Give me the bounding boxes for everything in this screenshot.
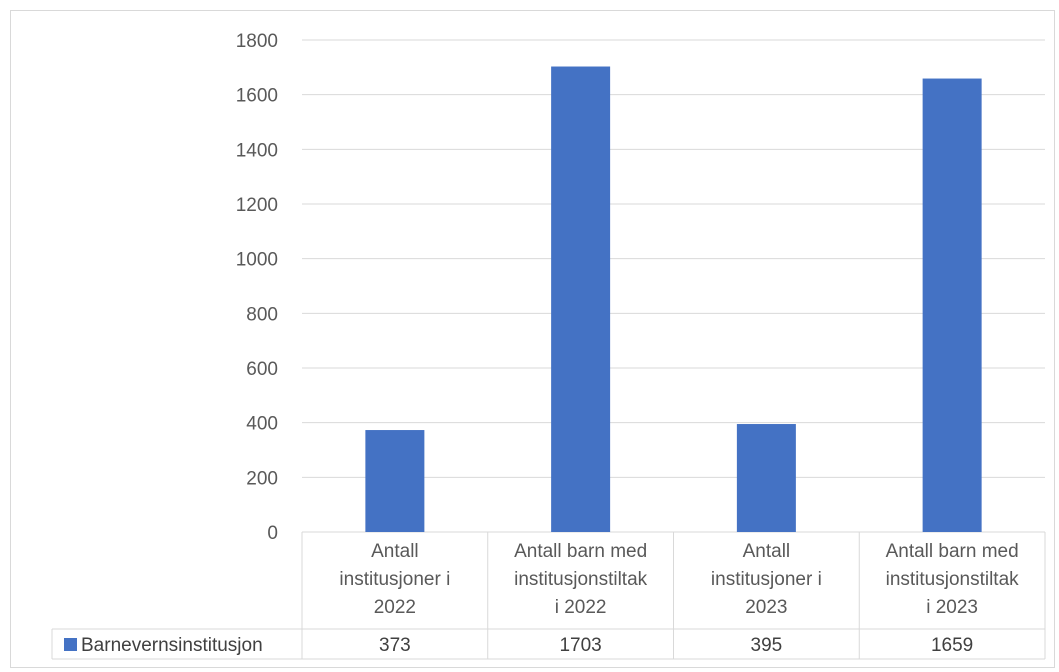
y-tick-label: 400 xyxy=(246,414,278,435)
category-label: i 2023 xyxy=(926,597,978,618)
category-label: Antall xyxy=(743,541,791,562)
category-label: institusjoner i xyxy=(339,569,450,590)
y-tick-label: 0 xyxy=(267,523,278,544)
category-label: 2022 xyxy=(374,597,416,618)
data-table-value: 373 xyxy=(379,635,411,656)
category-label: institusjonstiltak xyxy=(886,569,1020,590)
category-label: institusjoner i xyxy=(711,569,822,590)
data-table-value: 1659 xyxy=(931,635,973,656)
y-tick-label: 1200 xyxy=(236,195,278,216)
legend-key-icon xyxy=(64,638,77,651)
category-label: Antall barn med xyxy=(886,541,1019,562)
y-tick-label: 1400 xyxy=(236,140,278,161)
category-label: i 2022 xyxy=(555,597,607,618)
y-tick-label: 1000 xyxy=(236,250,278,271)
data-table-value: 1703 xyxy=(559,635,601,656)
category-label: 2023 xyxy=(745,597,787,618)
category-label: institusjonstiltak xyxy=(514,569,648,590)
bar xyxy=(365,430,425,532)
bar xyxy=(551,66,611,532)
y-tick-label: 1600 xyxy=(236,86,278,107)
chart-frame xyxy=(10,10,1055,668)
y-tick-label: 1800 xyxy=(236,31,278,52)
bar xyxy=(922,78,982,532)
bar xyxy=(736,424,796,532)
y-tick-label: 800 xyxy=(246,304,278,325)
y-tick-label: 200 xyxy=(246,468,278,489)
y-tick-label: 600 xyxy=(246,359,278,380)
category-label: Antall barn med xyxy=(514,541,647,562)
series-name-label: Barnevernsinstitusjon xyxy=(81,635,263,656)
data-table-value: 395 xyxy=(751,635,783,656)
category-label: Antall xyxy=(371,541,419,562)
